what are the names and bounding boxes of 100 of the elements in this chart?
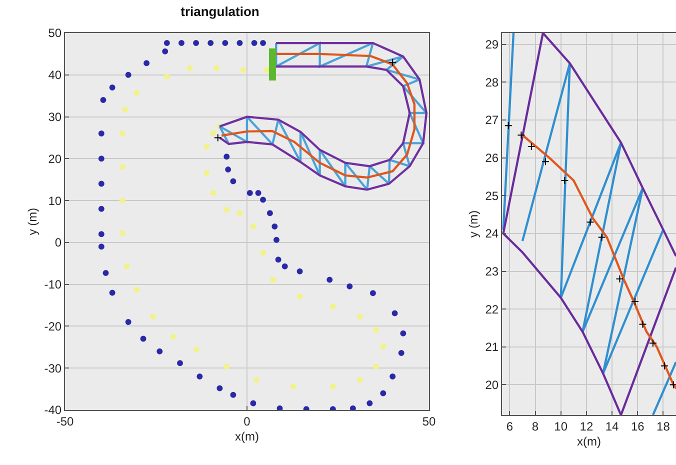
point (268, 73, 276, 80)
point (98, 156, 104, 162)
point (98, 206, 104, 212)
point (527, 142, 536, 150)
point (164, 74, 170, 80)
x-tick-label: 50 (422, 414, 436, 428)
y-tick-label: 26 (485, 151, 499, 166)
point (296, 293, 303, 300)
x-axis-title: x(m) (577, 434, 601, 448)
y-tick-label: 40 (48, 68, 62, 82)
point (156, 348, 163, 354)
point (268, 48, 276, 56)
point (330, 304, 336, 310)
point (204, 170, 210, 176)
y-tick-label: 28 (485, 75, 499, 90)
point (388, 58, 397, 66)
point (222, 40, 228, 46)
point (216, 385, 223, 392)
point (120, 164, 126, 170)
point (109, 290, 116, 296)
point (193, 40, 200, 46)
point (98, 180, 104, 187)
point (370, 290, 376, 296)
point (225, 166, 232, 173)
point (210, 190, 216, 196)
point (669, 380, 676, 389)
y-tick-label: 20 (48, 152, 62, 166)
x-tick-label: 6 (506, 419, 514, 434)
point (236, 40, 243, 46)
point (134, 90, 140, 96)
point (170, 334, 176, 340)
point (162, 48, 168, 54)
point (120, 230, 126, 236)
y-tick-label: -30 (44, 361, 62, 376)
point (150, 314, 156, 320)
point (236, 210, 243, 216)
point (224, 363, 230, 370)
x-tick-label: 16 (630, 419, 645, 434)
y-tick-label: -10 (44, 278, 62, 292)
point (504, 122, 512, 130)
point (275, 256, 282, 263)
point (356, 376, 363, 383)
point (193, 346, 200, 353)
point (125, 72, 132, 78)
point (120, 198, 126, 204)
point (380, 343, 386, 350)
point (273, 236, 280, 243)
x-tick-label: 10 (554, 419, 568, 434)
point (373, 326, 380, 333)
point (586, 218, 594, 226)
point (100, 97, 106, 104)
point (98, 231, 104, 238)
point (140, 336, 146, 342)
line-series (521, 134, 676, 390)
y-tick-label: 21 (485, 340, 499, 354)
point (356, 314, 363, 320)
point (326, 276, 333, 283)
point (246, 190, 253, 196)
x-tick-label: 8 (532, 419, 539, 434)
point (390, 373, 396, 380)
point (164, 40, 170, 46)
point (398, 350, 404, 356)
x-axis-title: x(m) (235, 429, 259, 444)
chart-title: triangulation (180, 4, 260, 20)
point (102, 270, 109, 276)
point (144, 60, 150, 66)
x-tick-label: 18 (656, 419, 670, 434)
point (373, 363, 380, 370)
y-tick-label: 25 (485, 188, 499, 203)
point (124, 263, 130, 270)
point (213, 65, 220, 72)
point (660, 362, 668, 370)
point (224, 154, 230, 160)
point (260, 40, 266, 46)
y-tick-label: 23 (485, 264, 499, 278)
point (350, 405, 356, 410)
point (178, 40, 184, 46)
point (290, 384, 296, 390)
point (250, 224, 256, 230)
point (251, 40, 258, 46)
x-tick-label: 14 (605, 419, 620, 434)
point (230, 392, 236, 398)
y-tick-label: 50 (48, 26, 62, 40)
point (380, 390, 386, 396)
y-tick-label: 10 (48, 194, 62, 208)
point (98, 130, 104, 137)
point (260, 196, 266, 203)
point (177, 360, 184, 366)
point (296, 268, 303, 274)
point (208, 40, 214, 46)
y-tick-label: -20 (44, 319, 62, 334)
point (638, 320, 647, 328)
point (542, 158, 550, 166)
point (250, 400, 256, 406)
y-tick-label: 20 (485, 378, 499, 392)
point (282, 263, 288, 270)
point (346, 283, 353, 290)
point (204, 144, 210, 150)
y-tick-label: 30 (48, 110, 62, 124)
point (122, 106, 128, 113)
